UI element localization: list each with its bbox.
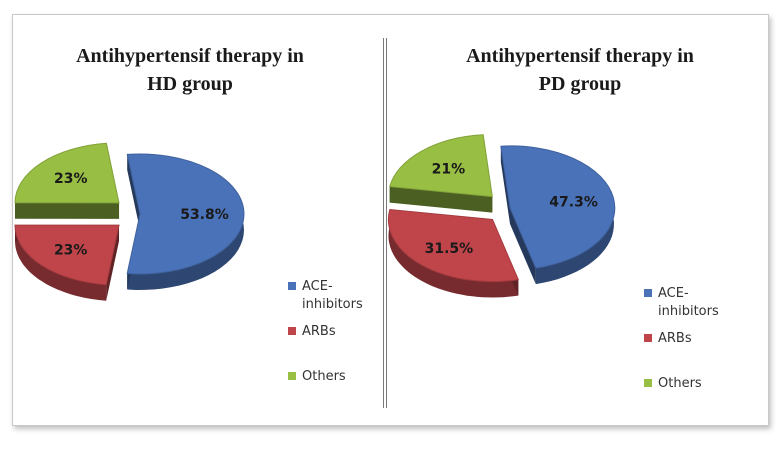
legend-label-line: ARBs xyxy=(302,324,336,339)
legend-label: ARBs xyxy=(658,330,692,348)
pie-chart-pd: 47.3% 31.5% 21% xyxy=(387,134,616,298)
legend-label: Others xyxy=(302,368,346,386)
legend-label-line: ACE- xyxy=(302,279,333,294)
legend-swatch xyxy=(644,334,652,342)
pie-slice-others xyxy=(14,142,120,204)
data-label: 21% xyxy=(432,161,466,177)
chart-title-line-1: Antihypertensif therapy in xyxy=(466,45,694,67)
legend-label: ACE-inhibitors xyxy=(302,278,363,314)
chart-title-line-2: HD group xyxy=(147,73,233,95)
legend-label: ACE-inhibitors xyxy=(658,285,719,321)
legend-swatch xyxy=(288,372,296,380)
legend-label-line: Others xyxy=(658,376,702,391)
chart-panel-pd: Antihypertensif therapy in PD group 47.3… xyxy=(387,0,770,440)
chart-title: Antihypertensif therapy in HD group xyxy=(0,42,380,98)
legend-label: ARBs xyxy=(302,323,336,341)
legend-swatch xyxy=(644,289,652,297)
legend-swatch xyxy=(288,282,296,290)
pie-chart-hd: 53.8% 23% 23% xyxy=(14,142,245,301)
data-label: 23% xyxy=(54,171,88,187)
legend-label-line: inhibitors xyxy=(302,297,363,312)
pie-slice-ace-inhibitors xyxy=(500,145,616,269)
chart-panel-hd: Antihypertensif therapy in HD group 53.8… xyxy=(0,0,380,440)
legend-label: Others xyxy=(658,375,702,393)
panel-divider xyxy=(383,38,387,408)
legend-label-line: Others xyxy=(302,369,346,384)
pie-slice-arbs xyxy=(14,224,120,286)
legend-swatch xyxy=(288,327,296,335)
legend-label-line: inhibitors xyxy=(658,304,719,319)
chart-title: Antihypertensif therapy in PD group xyxy=(390,42,770,98)
data-label: 23% xyxy=(54,243,88,259)
pie-slice-others xyxy=(389,134,493,198)
legend-swatch xyxy=(644,379,652,387)
data-label: 53.8% xyxy=(180,207,229,223)
chart-title-line-2: PD group xyxy=(538,73,622,95)
chart-title-line-1: Antihypertensif therapy in xyxy=(76,45,304,67)
legend-label-line: ACE- xyxy=(658,286,689,301)
pie-slice-arbs xyxy=(387,208,520,283)
legend-label-line: ARBs xyxy=(658,331,692,346)
data-label: 47.3% xyxy=(549,195,598,211)
data-label: 31.5% xyxy=(425,241,474,257)
pie-slice-ace-inhibitors xyxy=(126,153,245,275)
